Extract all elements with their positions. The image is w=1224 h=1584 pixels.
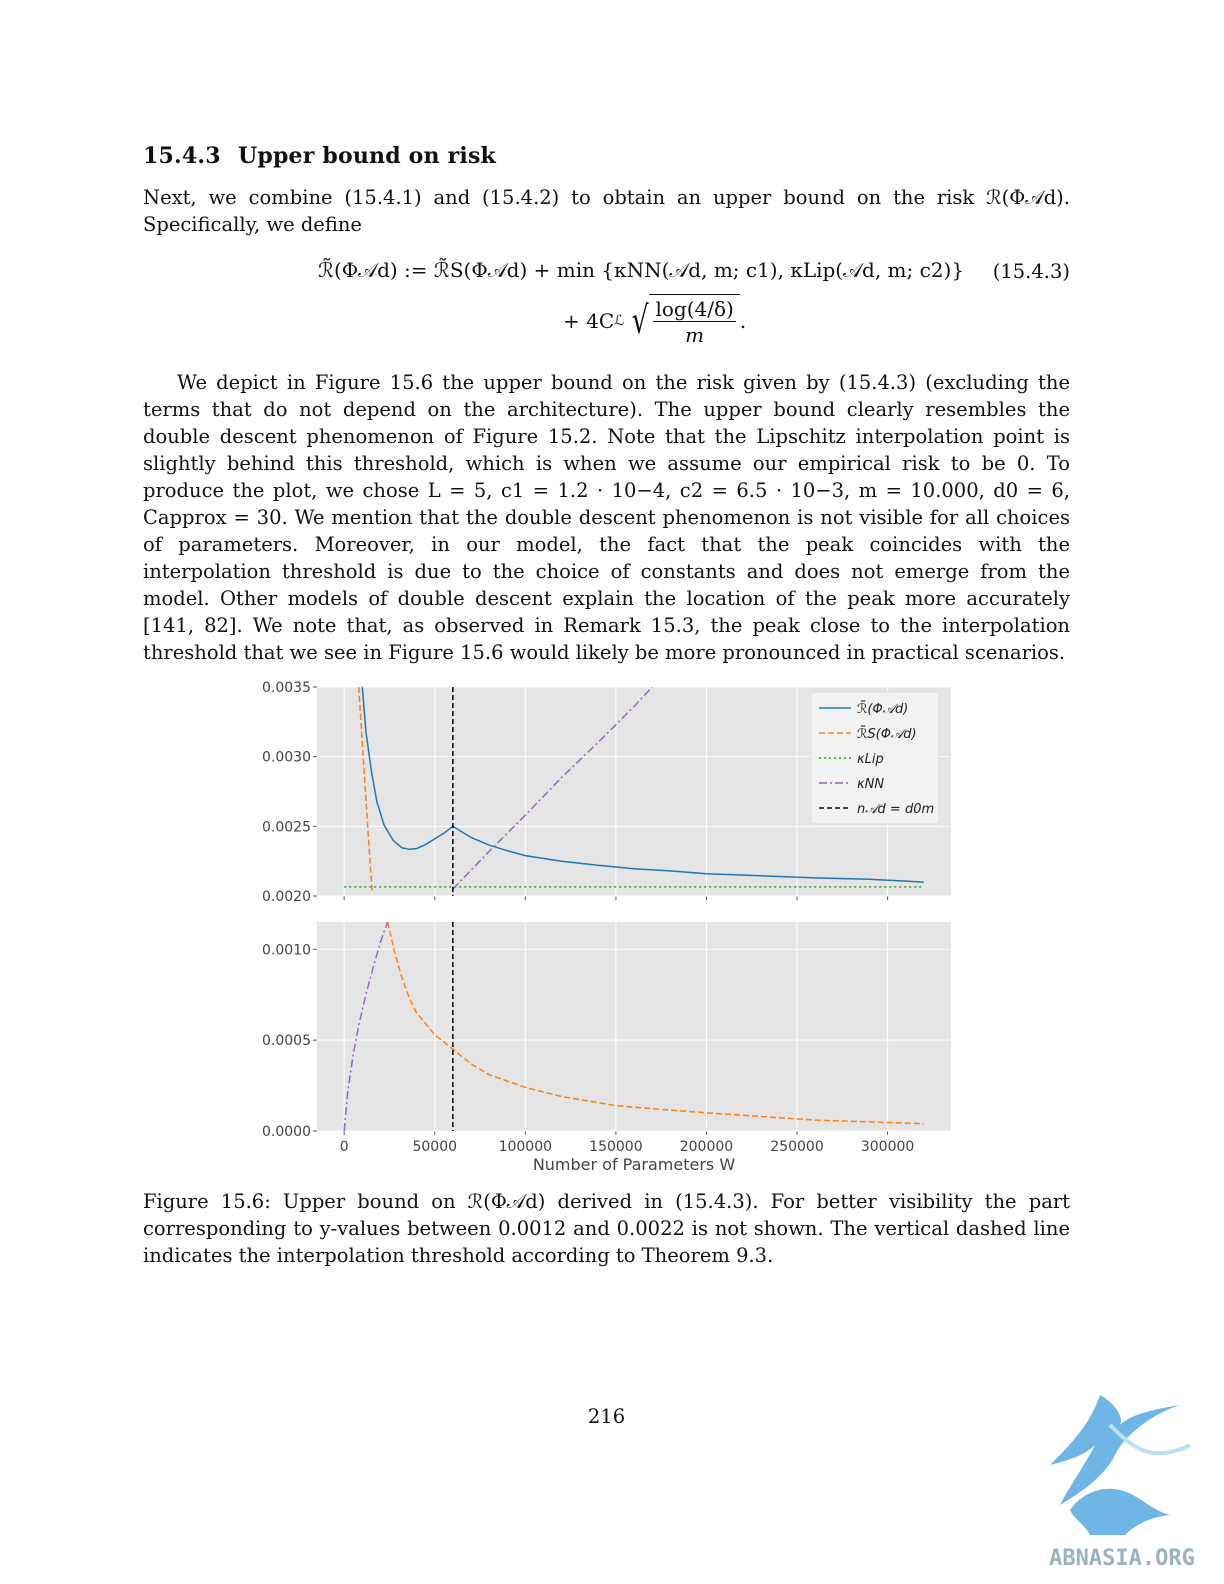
- x-axis-label: Number of Parameters W: [533, 1155, 736, 1174]
- y-tick-label-0-3: 0.0035: [262, 680, 311, 696]
- series-line-1-0: [386, 922, 924, 1125]
- fraction-numerator: log(4/δ): [653, 297, 736, 322]
- equation-line-2: + 4C ℒ √ log(4/δ) m .: [563, 294, 746, 348]
- fraction-denominator: m: [685, 323, 705, 347]
- x-tick-label-4: 200000: [680, 1139, 733, 1155]
- x-tick-label-1: 50000: [412, 1139, 457, 1155]
- section-heading: 15.4.3 Upper bound on risk: [143, 143, 496, 169]
- equation-line-1: ℛ̃(Φ𝒜d) := ℛ̃S(Φ𝒜d) + min {κNN(𝒜d, m; c1…: [318, 258, 965, 282]
- radical-sign: √: [631, 298, 649, 342]
- x-tick-label-5: 250000: [770, 1139, 823, 1155]
- y-tick-label-1-0: 0.0000: [262, 1124, 311, 1140]
- y-tick-label-1-2: 0.0010: [262, 942, 311, 958]
- series-line-0-3: [452, 687, 653, 890]
- section-number: 15.4.3: [143, 143, 221, 169]
- legend-label-0: ℛ̃(Φ𝒜d): [857, 701, 908, 717]
- paragraph-discussion: We depict in Figure 15.6 the upper bound…: [143, 371, 1070, 664]
- watermark-logo-icon: ABNASIA.ORG: [1049, 1395, 1195, 1571]
- series-line-1-1: [343, 922, 389, 1131]
- sqrt-expression: √ log(4/δ) m: [628, 294, 740, 348]
- legend-box: [810, 691, 940, 825]
- page-number: 216: [587, 1405, 626, 1428]
- figure-15-6: 0.0020 0.0025 0.0030 0.0035 0.0000 0.0005 0.00…: [243, 672, 963, 1182]
- section-title-text: Upper bound on risk: [238, 143, 496, 169]
- legend-label-1: ℛ̃S(Φ𝒜d): [857, 726, 917, 742]
- paragraph-intro: Next, we combine (15.4.1) and (15.4.2) t…: [143, 186, 1070, 236]
- x-tick-label-2: 100000: [499, 1139, 552, 1155]
- x-tick-label-0: 0: [340, 1139, 349, 1155]
- y-tick-label-1-1: 0.0005: [262, 1033, 311, 1049]
- y-tick-label-0-2: 0.0030: [262, 750, 311, 766]
- equation-tail: .: [739, 309, 747, 333]
- watermark-text: ABNASIA.ORG: [1049, 1546, 1195, 1571]
- equation-prefix: + 4C: [563, 309, 615, 333]
- series-line-0-0: [361, 687, 924, 883]
- figure-caption: Figure 15.6: Upper bound on ℛ(Φ𝒜d) deriv…: [143, 1190, 1070, 1267]
- x-tick-label-3: 150000: [589, 1139, 642, 1155]
- legend-label-2: κLip: [857, 752, 884, 767]
- legend-label-3: κNN: [857, 777, 884, 792]
- plot-area-1: [317, 922, 951, 1131]
- y-tick-label-0-0: 0.0020: [262, 889, 311, 905]
- series-line-0-1: [357, 687, 373, 892]
- legend-label-4: n𝒜d = d0m: [857, 802, 934, 817]
- x-tick-label-6: 300000: [861, 1139, 914, 1155]
- double-descent-chart: 0.0020 0.0025 0.0030 0.0035 0.0000 0.0005 0.00…: [262, 680, 951, 1174]
- y-tick-label-0-1: 0.0025: [262, 819, 311, 835]
- equation-label: (15.4.3): [992, 260, 1070, 283]
